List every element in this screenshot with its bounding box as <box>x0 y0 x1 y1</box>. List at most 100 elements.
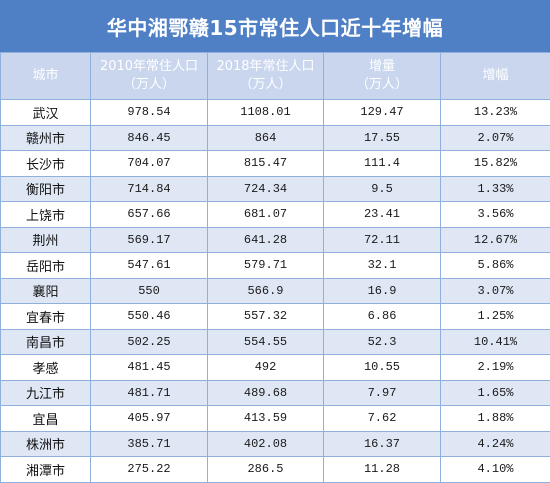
growth-rate-cell: 1.88% <box>441 406 550 432</box>
growth-rate-cell: 3.56% <box>441 202 550 228</box>
table-title: 华中湘鄂赣15市常住人口近十年增幅 <box>0 0 550 52</box>
pop-2018-cell: 286.5 <box>208 457 324 483</box>
increase-cell: 16.37 <box>324 431 441 457</box>
city-cell: 湘潭市 <box>1 457 91 483</box>
pop-2010-cell: 481.71 <box>91 380 208 406</box>
header-growth-rate: 增幅 <box>441 53 550 100</box>
pop-2018-cell: 815.47 <box>208 151 324 177</box>
header-city-label: 城市 <box>1 67 90 85</box>
city-cell: 长沙市 <box>1 151 91 177</box>
increase-cell: 52.3 <box>324 329 441 355</box>
increase-cell: 17.55 <box>324 125 441 151</box>
pop-2018-cell: 554.55 <box>208 329 324 355</box>
pop-2010-cell: 978.54 <box>91 100 208 126</box>
growth-rate-cell: 12.67% <box>441 227 550 253</box>
pop-2018-cell: 641.28 <box>208 227 324 253</box>
growth-rate-cell: 2.19% <box>441 355 550 381</box>
city-cell: 岳阳市 <box>1 253 91 279</box>
increase-cell: 10.55 <box>324 355 441 381</box>
pop-2010-cell: 481.45 <box>91 355 208 381</box>
increase-cell: 111.4 <box>324 151 441 177</box>
pop-2010-cell: 547.61 <box>91 253 208 279</box>
pop-2018-cell: 402.08 <box>208 431 324 457</box>
growth-rate-cell: 4.10% <box>441 457 550 483</box>
header-pop-2010-label: 2010年常住人口 <box>91 58 207 76</box>
city-cell: 宜春市 <box>1 304 91 330</box>
population-table-image: 华中湘鄂赣15市常住人口近十年增幅 城市 2010年常住人口（万人） 2018年… <box>0 0 550 473</box>
header-row: 城市 2010年常住人口（万人） 2018年常住人口（万人） 增量（万人） 增幅 <box>1 53 550 100</box>
pop-2010-cell: 550 <box>91 278 208 304</box>
growth-rate-cell: 1.25% <box>441 304 550 330</box>
pop-2018-cell: 1108.01 <box>208 100 324 126</box>
pop-2018-cell: 413.59 <box>208 406 324 432</box>
header-pop-2018-label: 2018年常住人口 <box>208 58 323 76</box>
header-pop-2010: 2010年常住人口（万人） <box>91 53 208 100</box>
pop-2010-cell: 405.97 <box>91 406 208 432</box>
increase-cell: 6.86 <box>324 304 441 330</box>
pop-2018-cell: 492 <box>208 355 324 381</box>
city-cell: 上饶市 <box>1 202 91 228</box>
pop-2010-cell: 550.46 <box>91 304 208 330</box>
city-cell: 武汉 <box>1 100 91 126</box>
increase-cell: 9.5 <box>324 176 441 202</box>
increase-cell: 32.1 <box>324 253 441 279</box>
pop-2010-cell: 275.22 <box>91 457 208 483</box>
pop-2010-cell: 502.25 <box>91 329 208 355</box>
increase-cell: 16.9 <box>324 278 441 304</box>
increase-cell: 7.62 <box>324 406 441 432</box>
header-growth-rate-label: 增幅 <box>441 67 550 85</box>
pop-2018-cell: 489.68 <box>208 380 324 406</box>
header-city: 城市 <box>1 53 91 100</box>
increase-cell: 72.11 <box>324 227 441 253</box>
increase-cell: 129.47 <box>324 100 441 126</box>
pop-2010-cell: 704.07 <box>91 151 208 177</box>
pop-2018-cell: 557.32 <box>208 304 324 330</box>
city-cell: 宜昌 <box>1 406 91 432</box>
city-cell: 荆州 <box>1 227 91 253</box>
city-cell: 孝感 <box>1 355 91 381</box>
pop-2018-cell: 864 <box>208 125 324 151</box>
growth-rate-cell: 13.23% <box>441 100 550 126</box>
table-header: 城市 2010年常住人口（万人） 2018年常住人口（万人） 增量（万人） 增幅 <box>1 53 550 100</box>
pop-2018-cell: 724.34 <box>208 176 324 202</box>
header-increase: 增量（万人） <box>324 53 441 100</box>
city-cell: 襄阳 <box>1 278 91 304</box>
city-cell: 衡阳市 <box>1 176 91 202</box>
city-cell: 株洲市 <box>1 431 91 457</box>
growth-rate-cell: 5.86% <box>441 253 550 279</box>
growth-rate-cell: 2.07% <box>441 125 550 151</box>
header-increase-label: 增量 <box>324 58 440 76</box>
city-cell: 南昌市 <box>1 329 91 355</box>
growth-rate-cell: 1.33% <box>441 176 550 202</box>
pop-2010-cell: 385.71 <box>91 431 208 457</box>
header-increase-unit: （万人） <box>324 76 440 94</box>
header-pop-2018: 2018年常住人口（万人） <box>208 53 324 100</box>
pop-2018-cell: 579.71 <box>208 253 324 279</box>
header-pop-2010-unit: （万人） <box>91 76 207 94</box>
pop-2010-cell: 846.45 <box>91 125 208 151</box>
pop-2018-cell: 566.9 <box>208 278 324 304</box>
pop-2010-cell: 714.84 <box>91 176 208 202</box>
increase-cell: 23.41 <box>324 202 441 228</box>
growth-rate-cell: 4.24% <box>441 431 550 457</box>
increase-cell: 11.28 <box>324 457 441 483</box>
pop-2010-cell: 569.17 <box>91 227 208 253</box>
pop-2010-cell: 657.66 <box>91 202 208 228</box>
header-pop-2018-unit: （万人） <box>208 76 323 94</box>
growth-rate-cell: 15.82% <box>441 151 550 177</box>
increase-cell: 7.97 <box>324 380 441 406</box>
